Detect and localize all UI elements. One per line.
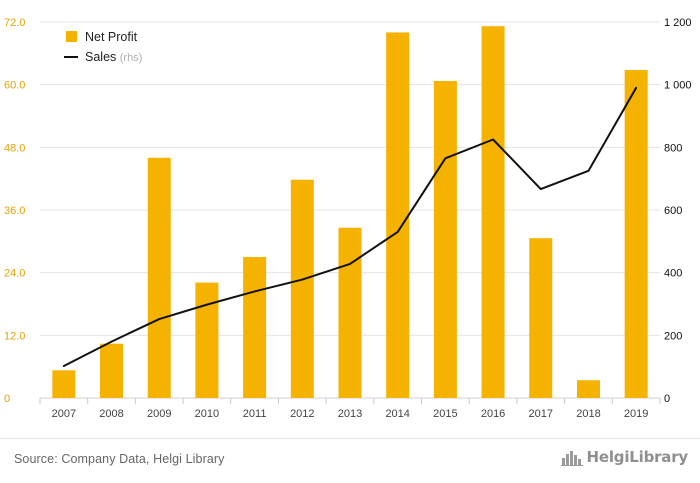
net-profit-bar	[52, 370, 76, 398]
brand-logo: HelgiLibrary	[560, 448, 689, 466]
right-axis-tick-label: 1 200	[664, 17, 692, 29]
x-axis-category-label: 2009	[147, 408, 171, 420]
net-profit-bar	[481, 26, 505, 399]
net-profit-bar	[529, 238, 553, 398]
building-icon	[560, 451, 583, 466]
right-axis-tick-label: 600	[664, 205, 682, 217]
x-axis-category-label: 2012	[290, 408, 314, 420]
net-profit-bar	[433, 81, 457, 398]
net-profit-bar	[624, 70, 648, 399]
legend-net-profit-label: Net Profit	[85, 30, 138, 44]
legend-sales-label: Sales (rhs)	[85, 50, 142, 64]
legend-bar-icon	[66, 31, 77, 42]
net-profit-bar	[386, 32, 410, 398]
chart-svg: 0 12.0 24.0 36.0 48.0 60.0 72.0 0 200 400 600 800 1 …	[4, 17, 692, 420]
x-axis-category-label: 2014	[385, 408, 409, 420]
net-profit-bar	[243, 257, 267, 398]
right-axis-tick-label: 0	[664, 393, 670, 405]
x-axis-category-label: 2010	[195, 408, 219, 420]
net-profit-bar	[147, 157, 171, 398]
x-axis-category-label: 2016	[481, 408, 505, 420]
legend-sales-name: Sales	[85, 50, 120, 64]
net-profit-bar	[290, 179, 314, 398]
x-axis-category-label: 2011	[243, 408, 267, 420]
legend-rhs-suffix: (rhs)	[120, 52, 143, 64]
left-axis-tick-label: 72.0	[4, 17, 25, 29]
x-axis-category-label: 2013	[338, 408, 362, 420]
left-axis-tick-label: 24.0	[4, 268, 25, 280]
x-axis-category-label: 2007	[52, 408, 76, 420]
net-profit-bar	[338, 227, 362, 398]
right-axis-tick-label: 400	[664, 268, 682, 280]
net-profit-bar	[195, 282, 219, 398]
left-axis-tick-label: 0	[4, 393, 10, 405]
x-axis-category-label: 2019	[624, 408, 648, 420]
x-axis-category-label: 2018	[576, 408, 600, 420]
right-axis-tick-label: 1 000	[664, 80, 692, 92]
x-axis-category-label: 2008	[99, 408, 123, 420]
left-axis-tick-label: 36.0	[4, 205, 25, 217]
right-axis-tick-label: 800	[664, 142, 682, 154]
chart-footer: Source: Company Data, Helgi Library Helg…	[0, 438, 700, 483]
sales-line	[62, 86, 638, 368]
brand-name: HelgiLibrary	[586, 448, 689, 466]
net-profit-bar	[100, 343, 124, 398]
net-profit-bar	[576, 380, 600, 398]
x-axis-category-label: 2015	[433, 408, 457, 420]
right-axis-tick-label: 200	[664, 330, 682, 342]
x-axis-category-label: 2017	[529, 408, 553, 420]
left-axis-tick-label: 48.0	[4, 142, 25, 154]
source-text: Source: Company Data, Helgi Library	[14, 452, 225, 466]
left-axis-tick-label: 12.0	[4, 330, 25, 342]
left-axis-tick-label: 60.0	[4, 80, 25, 92]
